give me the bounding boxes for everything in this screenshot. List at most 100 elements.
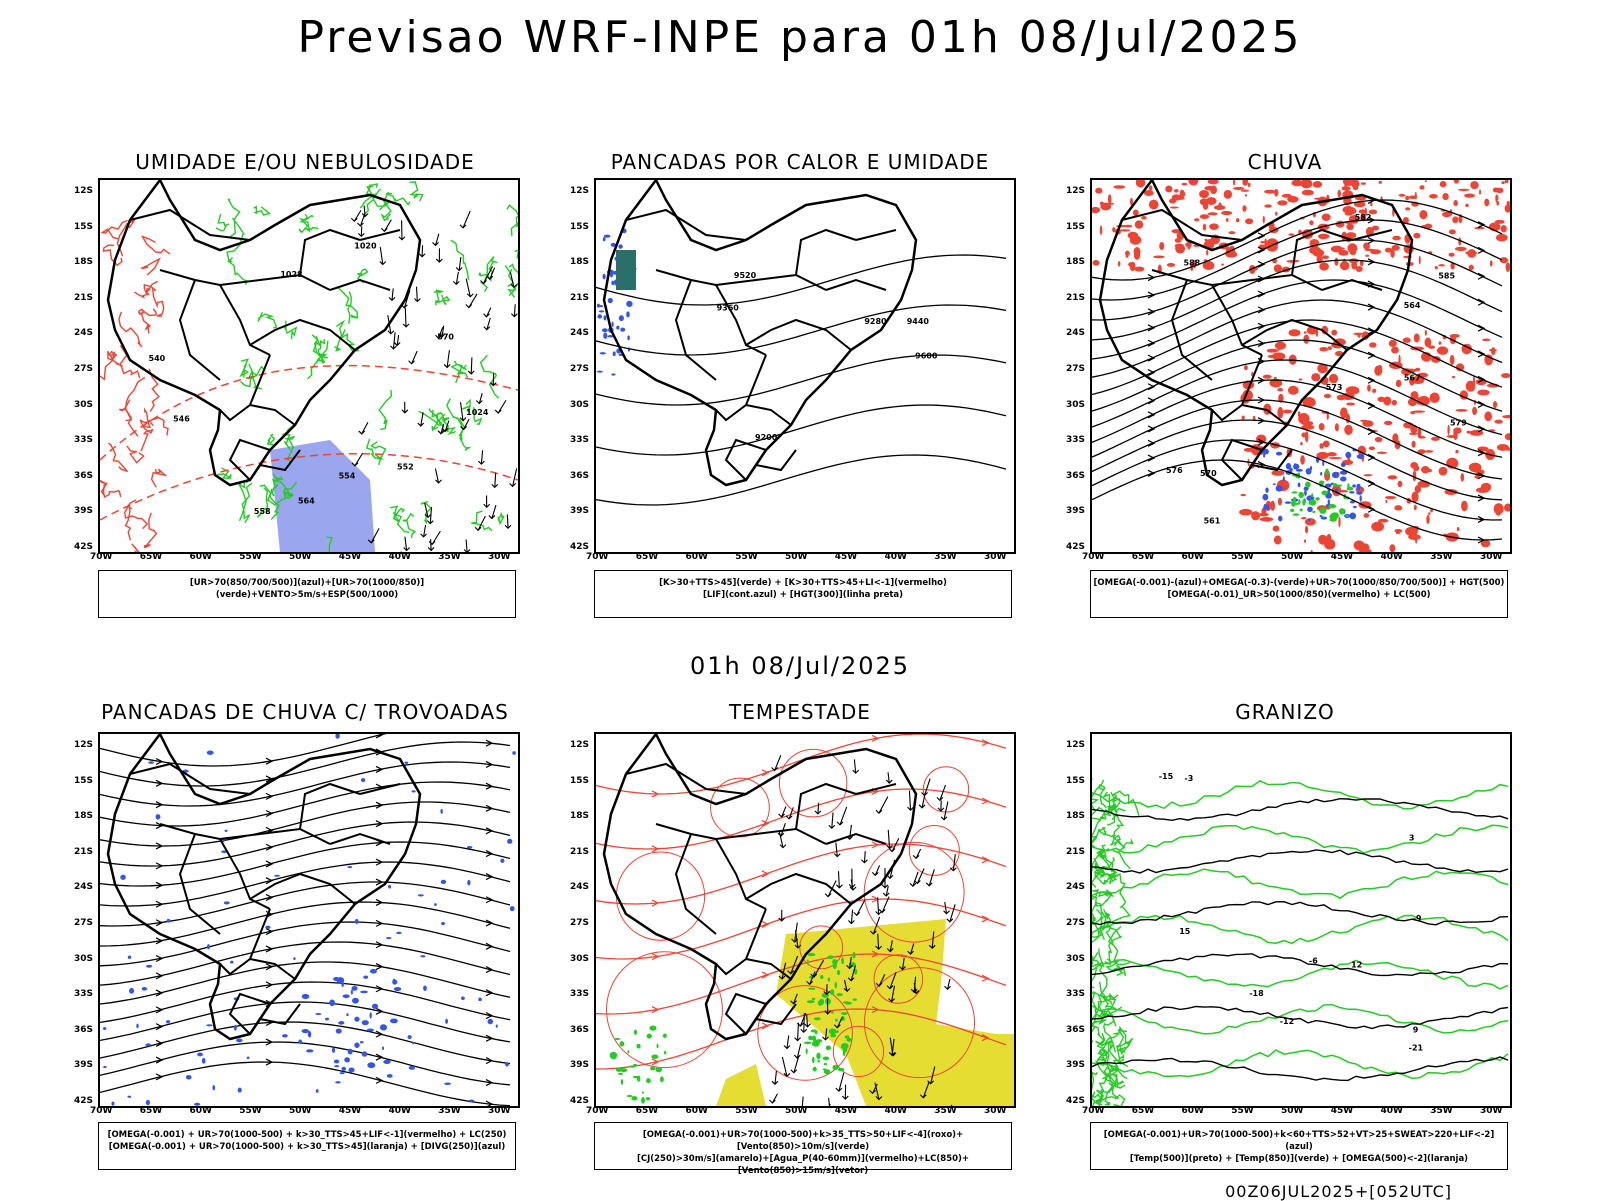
lon-tick-label: 30W — [1480, 552, 1502, 562]
lon-tick-label: 45W — [339, 1106, 361, 1116]
lon-tick-label: 30W — [1480, 1106, 1502, 1116]
lon-tick-label: 35W — [1430, 1106, 1452, 1116]
lon-tick-label: 60W — [1182, 1106, 1204, 1116]
panel-title-granizo: GRANIZO — [1070, 700, 1500, 724]
legend-line: [CJ(250)>30m/s](amarelo)+[Agua_P(40-60mm… — [595, 1153, 1011, 1177]
svg-text:9360: 9360 — [717, 303, 740, 312]
lon-tick-label: 40W — [885, 1106, 907, 1116]
lon-tick-label: 55W — [1231, 1106, 1253, 1116]
lat-tick-label: 33S — [74, 989, 93, 999]
lat-tick-label: 30S — [570, 954, 589, 964]
lat-tick-label: 39S — [570, 1060, 589, 1070]
lat-tick-label: 15S — [74, 222, 93, 232]
lat-tick-label: 30S — [74, 400, 93, 410]
svg-text:585: 585 — [1438, 271, 1455, 280]
svg-text:1024: 1024 — [466, 408, 489, 417]
lat-tick-label: 36S — [570, 1025, 589, 1035]
lat-tick-label: 18S — [74, 811, 93, 821]
lon-tick-label: 40W — [1381, 1106, 1403, 1116]
svg-text:-9: -9 — [1413, 914, 1422, 923]
svg-text:570: 570 — [437, 332, 454, 341]
panel-title-tempestade: TEMPESTADE — [585, 700, 1015, 724]
lat-tick-label: 42S — [570, 1096, 589, 1106]
lat-tick-label: 42S — [74, 542, 93, 552]
lat-tick-label: 33S — [1066, 989, 1085, 999]
lat-tick-label: 18S — [1066, 257, 1085, 267]
legend-line: [LIF](cont.azul) + [HGT(300)](linha pret… — [595, 589, 1011, 601]
svg-text:567: 567 — [1404, 373, 1421, 382]
lat-tick-label: 18S — [570, 257, 589, 267]
lat-tick-label: 15S — [570, 222, 589, 232]
map-tempestade — [594, 732, 1016, 1108]
legend-line: [OMEGA(-0.01)_UR>50(1000/850)(vermelho) … — [1091, 589, 1507, 601]
lon-tick-label: 60W — [686, 552, 708, 562]
lon-tick-label: 35W — [1430, 552, 1452, 562]
lat-tick-label: 27S — [74, 918, 93, 928]
lon-tick-label: 65W — [1132, 1106, 1154, 1116]
lat-tick-label: 15S — [1066, 776, 1085, 786]
lat-tick-label: 18S — [570, 811, 589, 821]
lat-tick-label: 30S — [570, 400, 589, 410]
lon-tick-label: 50W — [289, 552, 311, 562]
lat-tick-label: 33S — [570, 435, 589, 445]
lon-tick-label: 45W — [835, 552, 857, 562]
lat-tick-label: 18S — [74, 257, 93, 267]
svg-text:9280: 9280 — [864, 317, 887, 326]
lat-tick-label: 42S — [74, 1096, 93, 1106]
lon-tick-label: 55W — [239, 1106, 261, 1116]
lat-tick-label: 27S — [570, 364, 589, 374]
legend-line: [OMEGA(-0.001)+UR>70(1000-500)+k<60+TTS>… — [1091, 1129, 1507, 1153]
svg-text:-21: -21 — [1409, 1044, 1424, 1053]
lon-tick-label: 30W — [984, 1106, 1006, 1116]
svg-text:588: 588 — [1184, 259, 1201, 268]
lon-tick-label: 55W — [239, 552, 261, 562]
lat-tick-label: 12S — [1066, 186, 1085, 196]
lon-tick-label: 55W — [735, 552, 757, 562]
lon-tick-label: 60W — [190, 552, 212, 562]
lon-tick-label: 50W — [785, 552, 807, 562]
lat-tick-label: 30S — [74, 954, 93, 964]
lon-tick-label: 35W — [934, 552, 956, 562]
lat-tick-label: 15S — [1066, 222, 1085, 232]
lon-tick-label: 40W — [389, 1106, 411, 1116]
panel-title-trovoadas: PANCADAS DE CHUVA C/ TROVOADAS — [90, 700, 520, 724]
lon-tick-label: 35W — [438, 552, 460, 562]
lat-tick-label: 27S — [74, 364, 93, 374]
lon-tick-label: 70W — [90, 1106, 112, 1116]
lat-tick-label: 24S — [570, 328, 589, 338]
legend-umidade: [UR>70(850/700/500)](azul)+[UR>70(1000/8… — [98, 570, 516, 618]
lon-tick-label: 30W — [488, 552, 510, 562]
svg-text:9: 9 — [1413, 1026, 1419, 1035]
svg-text:9600: 9600 — [915, 351, 938, 360]
lon-tick-label: 50W — [289, 1106, 311, 1116]
svg-text:579: 579 — [1450, 419, 1467, 428]
lat-tick-label: 27S — [570, 918, 589, 928]
lat-tick-label: 24S — [74, 882, 93, 892]
lon-tick-label: 70W — [586, 552, 608, 562]
lon-tick-label: 40W — [1381, 552, 1403, 562]
lat-tick-label: 24S — [1066, 328, 1085, 338]
legend-chuva: [OMEGA(-0.001)-(azul)+OMEGA(-0.3)-(verde… — [1090, 570, 1508, 618]
lon-tick-label: 65W — [1132, 552, 1154, 562]
legend-line: [Temp(500)](preto) + [Temp(850)](verde) … — [1091, 1153, 1507, 1165]
legend-granizo: [OMEGA(-0.001)+UR>70(1000-500)+k<60+TTS>… — [1090, 1122, 1508, 1170]
lon-tick-label: 60W — [190, 1106, 212, 1116]
lat-tick-label: 21S — [74, 293, 93, 303]
lat-tick-label: 15S — [570, 776, 589, 786]
lat-tick-label: 39S — [74, 1060, 93, 1070]
lon-tick-label: 35W — [934, 1106, 956, 1116]
svg-text:564: 564 — [298, 496, 315, 505]
panel-title-chuva: CHUVA — [1070, 150, 1500, 174]
lon-tick-label: 60W — [1182, 552, 1204, 562]
lon-tick-label: 65W — [636, 552, 658, 562]
lat-tick-label: 36S — [74, 471, 93, 481]
lat-tick-label: 12S — [74, 186, 93, 196]
svg-text:-15: -15 — [1159, 772, 1174, 781]
svg-text:9520: 9520 — [734, 271, 757, 280]
lon-tick-label: 55W — [1231, 552, 1253, 562]
